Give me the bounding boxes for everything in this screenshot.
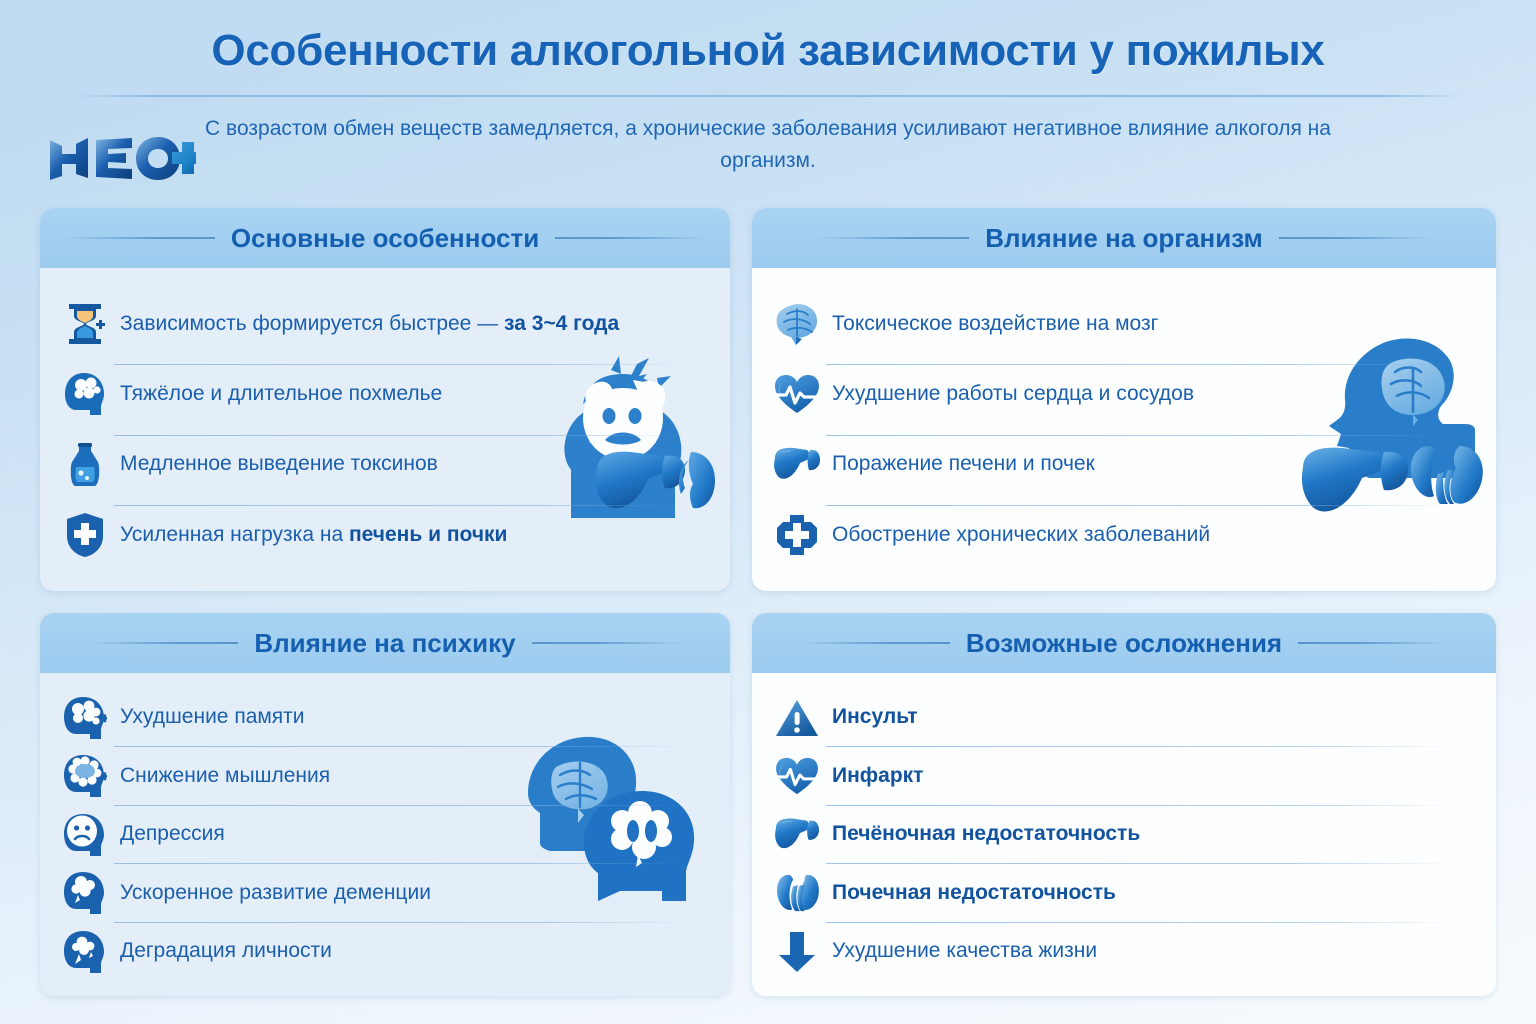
head-hangover-icon bbox=[62, 371, 108, 417]
panel-grid: Основные особенности bbox=[40, 208, 1496, 996]
list-item[interactable]: Инсульт bbox=[774, 690, 1472, 746]
label-emphasis: Почечная недостаточность bbox=[832, 880, 1116, 904]
list-item-label: Деградация личности bbox=[120, 939, 332, 963]
heart-pulse-icon bbox=[774, 753, 820, 799]
list-item[interactable]: Ускоренное развитие деменции bbox=[62, 863, 706, 921]
list-item-label: Депрессия bbox=[120, 822, 225, 846]
brain-icon bbox=[774, 301, 820, 347]
neo-plus-logo-icon bbox=[50, 137, 196, 180]
page-subtitle: С возрастом обмен веществ замедляется, а… bbox=[205, 116, 1331, 173]
list-item-label: Поражение печени и почек bbox=[832, 452, 1095, 476]
list-item-label: Почечная недостаточность bbox=[832, 880, 1116, 906]
panel-header-main-features: Основные особенности bbox=[40, 208, 730, 268]
panel-psyche-impact: Влияние на психику bbox=[40, 613, 730, 996]
panel-body-content-complications: Инсульт Инфаркт bbox=[752, 673, 1496, 996]
list-item[interactable]: Медленное выведение токсинов bbox=[62, 434, 706, 493]
panel-complications: Возможные осложнения bbox=[752, 613, 1496, 996]
panel-body-impact: Влияние на организм bbox=[752, 208, 1496, 591]
panel-header-complications: Возможные осложнения bbox=[752, 613, 1496, 673]
label-emphasis: печень и почки bbox=[348, 522, 508, 546]
head-dementia-icon bbox=[62, 870, 108, 916]
list-item[interactable]: Токсическое воздействие на мозг bbox=[774, 296, 1472, 352]
list-item[interactable]: Почечная недостаточность bbox=[774, 863, 1472, 921]
header-rule-left bbox=[88, 642, 239, 644]
label-text: Усиленная нагрузка на bbox=[120, 522, 349, 546]
list-item-label: Тяжёлое и длительное похмелье bbox=[120, 382, 443, 406]
list-item-label: Зависимость формируется быстрее — за 3~4… bbox=[120, 311, 619, 337]
list-item-label: Обострение хронических заболеваний bbox=[832, 522, 1211, 546]
title-divider bbox=[73, 94, 1463, 97]
cross-badge-icon bbox=[774, 512, 820, 558]
hourglass-icon bbox=[62, 301, 108, 347]
head-sad-face-icon bbox=[62, 812, 108, 858]
label-emphasis: за 3~4 года bbox=[504, 312, 620, 336]
list-item-label: Ухудшение качества жизни bbox=[832, 939, 1098, 963]
down-arrow-icon bbox=[774, 929, 820, 975]
list-item[interactable]: Зависимость формируется быстрее — за 3~4… bbox=[62, 296, 706, 352]
label-emphasis: Инфаркт bbox=[832, 763, 924, 787]
shield-cross-icon bbox=[62, 512, 108, 558]
head-memory-icon bbox=[62, 695, 108, 741]
list-item-label: Печёночная недостаточность bbox=[832, 821, 1140, 847]
head-thinking-icon bbox=[62, 753, 108, 799]
list-item[interactable]: Ухудшение работы сердца и сосудов bbox=[774, 364, 1472, 422]
panel-body-main-features: Зависимость формируется быстрее — за 3~4… bbox=[40, 268, 730, 591]
list-item-label: Токсическое воздействие на мозг bbox=[832, 312, 1159, 336]
header-rule-right bbox=[531, 642, 682, 644]
list-item-label: Ускоренное развитие деменции bbox=[120, 880, 431, 904]
list-item-label: Медленное выведение токсинов bbox=[120, 452, 438, 476]
list-item[interactable]: Поражение печени и почек bbox=[774, 434, 1472, 493]
list-item[interactable]: Печёночная недостаточность bbox=[774, 804, 1472, 863]
header-rule-left bbox=[64, 237, 215, 239]
label-emphasis: Инсульт bbox=[832, 705, 918, 729]
list-item[interactable]: Ухудшение качества жизни bbox=[774, 921, 1472, 980]
panel-header-psyche-impact: Влияние на психику bbox=[40, 613, 730, 673]
list-item[interactable]: Инфаркт bbox=[774, 746, 1472, 804]
list-item[interactable]: Деградация личности bbox=[62, 921, 706, 980]
list-item-label: Усиленная нагрузка на печень и почки bbox=[120, 522, 507, 548]
panel-title-complications: Возможные осложнения bbox=[965, 627, 1283, 658]
heart-pulse-icon bbox=[774, 371, 820, 417]
list-item[interactable]: Ухудшение памяти bbox=[62, 690, 706, 746]
head-degradation-icon bbox=[62, 929, 108, 975]
panel-title-psyche-impact: Влияние на психику bbox=[254, 627, 516, 658]
panel-title-main-features: Основные особенности bbox=[230, 222, 540, 253]
header-rule-left bbox=[819, 237, 970, 239]
page-title: Особенности алкогольной зависимости у по… bbox=[211, 26, 1325, 75]
list-item-label: Инфаркт bbox=[832, 763, 923, 789]
label-text: Зависимость формируется быстрее — bbox=[120, 312, 505, 336]
page-header: Особенности алкогольной зависимости у по… bbox=[0, 0, 1536, 178]
brand-logo bbox=[46, 132, 196, 186]
flask-icon bbox=[62, 442, 108, 488]
header-rule-right bbox=[1298, 642, 1449, 644]
list-item-label: Ухудшение работы сердца и сосудов bbox=[832, 382, 1195, 406]
list-item-label: Ухудшение памяти bbox=[120, 705, 305, 729]
list-item-label: Инсульт bbox=[832, 704, 918, 730]
list-item[interactable]: Снижение мышления bbox=[62, 746, 706, 804]
warning-triangle-icon bbox=[774, 695, 820, 741]
panel-main-features: Основные особенности bbox=[40, 208, 730, 591]
liver-icon bbox=[774, 812, 820, 858]
panel-body-content-body-impact: Токсическое воздействие на мозг bbox=[752, 268, 1496, 591]
panel-title-body-impact: Влияние на организм bbox=[985, 222, 1263, 253]
header-rule-left bbox=[799, 642, 950, 644]
list-item[interactable]: Депрессия bbox=[62, 804, 706, 863]
list-item[interactable]: Обострение хронических заболеваний bbox=[774, 504, 1472, 563]
liver-icon bbox=[774, 442, 820, 488]
list-item[interactable]: Тяжёлое и длительное похмелье bbox=[62, 364, 706, 422]
list-item-label: Снижение мышления bbox=[120, 763, 331, 787]
header-rule-right bbox=[555, 237, 706, 239]
panel-header-body-impact: Влияние на организм bbox=[752, 208, 1496, 268]
header-rule-right bbox=[1278, 237, 1429, 239]
list-item[interactable]: Усиленная нагрузка на печень и почки bbox=[62, 504, 706, 563]
kidneys-icon bbox=[774, 870, 820, 916]
panel-body-content-psyche-impact: Ухудшение памяти bbox=[40, 673, 730, 996]
label-emphasis: Печёночная недостаточность bbox=[832, 822, 1141, 846]
